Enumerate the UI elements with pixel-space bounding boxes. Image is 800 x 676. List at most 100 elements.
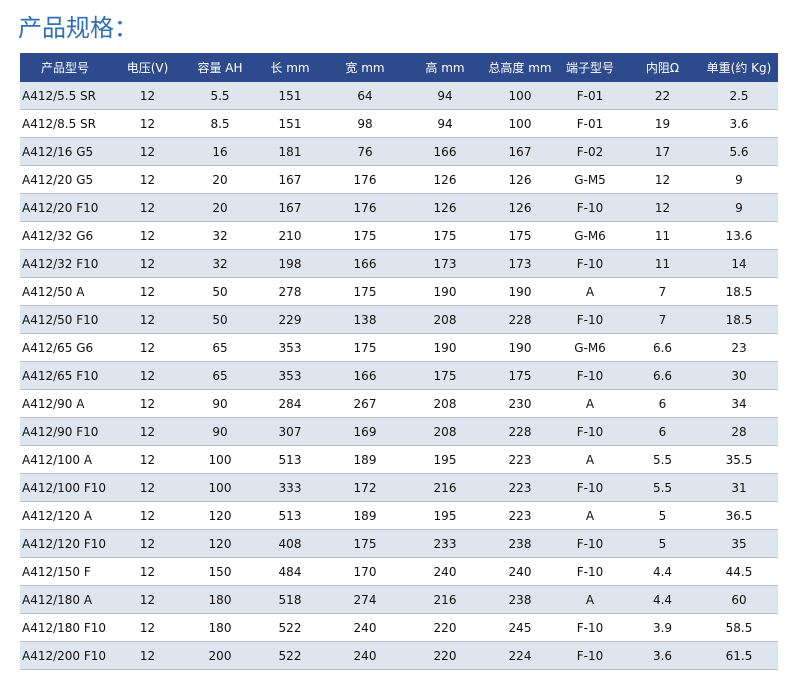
table-cell: 12 [110,557,185,586]
column-header: 单重(约 Kg) [700,53,778,82]
table-cell: 76 [325,137,405,166]
table-cell: A412/90 A [20,389,110,418]
table-cell: 14 [700,249,778,278]
table-cell: A412/8.5 SR [20,109,110,138]
table-cell: 274 [325,585,405,614]
table-cell: 333 [255,473,325,502]
table-cell: 190 [485,333,555,362]
table-cell: A412/32 G6 [20,221,110,250]
table-cell: 167 [255,165,325,194]
table-cell: 20 [185,193,255,222]
table-cell: 190 [405,333,485,362]
table-row: A412/32 F10 12 32 198 166 173 173 F-10 11 14 [20,249,778,278]
table-cell: 522 [255,641,325,670]
table-cell: 180 [185,585,255,614]
table-row: A412/65 G6 12 65 353 175 190 190 G-M6 6.6 23 [20,333,778,362]
table-cell: 35.5 [700,445,778,474]
table-cell: 120 [185,501,255,530]
table-row: A412/32 G6 12 32 210 175 175 175 G-M6 11 13.6 [20,221,778,250]
table-cell: 228 [485,417,555,446]
table-cell: 31 [700,473,778,502]
table-cell: 12 [110,137,185,166]
table-cell: 166 [405,137,485,166]
header-row: 产品型号 电压(V) 容量 AH 长 mm 宽 mm 高 mm 总高度 mm 端子型号 内阻Ω 单… [20,53,778,82]
table-cell: 65 [185,333,255,362]
table-cell: 513 [255,501,325,530]
table-cell: 353 [255,333,325,362]
table-cell: 195 [405,501,485,530]
table-cell: 65 [185,361,255,390]
table-cell: A [555,277,625,306]
table-cell: 12 [110,613,185,642]
table-cell: 58.5 [700,613,778,642]
column-header: 高 mm [405,53,485,82]
table-cell: 513 [255,445,325,474]
table-cell: F-10 [555,417,625,446]
table-cell: G-M6 [555,333,625,362]
table-cell: 238 [485,585,555,614]
table-cell: 36.5 [700,501,778,530]
table-cell: A412/200 F10 [20,641,110,670]
table-cell: A412/50 A [20,277,110,306]
column-header: 总高度 mm [485,53,555,82]
table-cell: 245 [485,613,555,642]
table-cell: 19 [625,109,700,138]
table-cell: F-10 [555,249,625,278]
table-cell: 4.4 [625,585,700,614]
table-cell: A [555,389,625,418]
table-cell: 229 [255,305,325,334]
table-cell: 50 [185,305,255,334]
table-cell: 208 [405,389,485,418]
table-cell: 120 [185,529,255,558]
table-cell: 175 [325,277,405,306]
table-row: A412/120 A 12 120 513 189 195 223 A 5 36.5 [20,501,778,530]
table-cell: 12 [110,333,185,362]
table-cell: 151 [255,82,325,110]
table-row: A412/180 F10 12 180 522 240 220 245 F-10 3.9 58.5 [20,613,778,642]
table-cell: 11 [625,249,700,278]
table-cell: 12 [110,529,185,558]
table-cell: 12 [625,193,700,222]
table-cell: 12 [110,445,185,474]
table-cell: 170 [325,557,405,586]
table-cell: F-10 [555,557,625,586]
table-cell: 6 [625,389,700,418]
table-cell: 166 [325,249,405,278]
table-cell: 200 [185,641,255,670]
table-cell: 12 [110,473,185,502]
table-cell: 12 [625,165,700,194]
table-cell: A412/90 F10 [20,417,110,446]
table-cell: G-M5 [555,165,625,194]
table-cell: 28 [700,417,778,446]
table-cell: F-10 [555,529,625,558]
table-cell: 7 [625,305,700,334]
table-row: A412/100 F10 12 100 333 172 216 223 F-10 5.5 31 [20,473,778,502]
table-cell: 17 [625,137,700,166]
table-cell: 12 [110,82,185,110]
table-cell: 7 [625,277,700,306]
table-cell: F-10 [555,613,625,642]
table-cell: A412/150 F [20,557,110,586]
table-cell: 13.6 [700,221,778,250]
table-cell: 175 [325,333,405,362]
table-cell: 190 [485,277,555,306]
table-cell: 240 [485,557,555,586]
table-cell: 307 [255,417,325,446]
table-cell: 175 [485,361,555,390]
table-cell: 175 [485,221,555,250]
table-row: A412/65 F10 12 65 353 166 175 175 F-10 6.6 30 [20,361,778,390]
table-cell: 94 [405,82,485,110]
table-cell: A412/120 F10 [20,529,110,558]
table-cell: 284 [255,389,325,418]
column-header: 长 mm [255,53,325,82]
table-cell: 138 [325,305,405,334]
table-cell: 100 [485,109,555,138]
table-cell: 6.6 [625,361,700,390]
table-cell: 223 [485,501,555,530]
table-cell: 228 [485,305,555,334]
table-cell: A412/100 F10 [20,473,110,502]
table-cell: 12 [110,361,185,390]
table-cell: 216 [405,585,485,614]
table-cell: 224 [485,641,555,670]
table-cell: F-10 [555,193,625,222]
